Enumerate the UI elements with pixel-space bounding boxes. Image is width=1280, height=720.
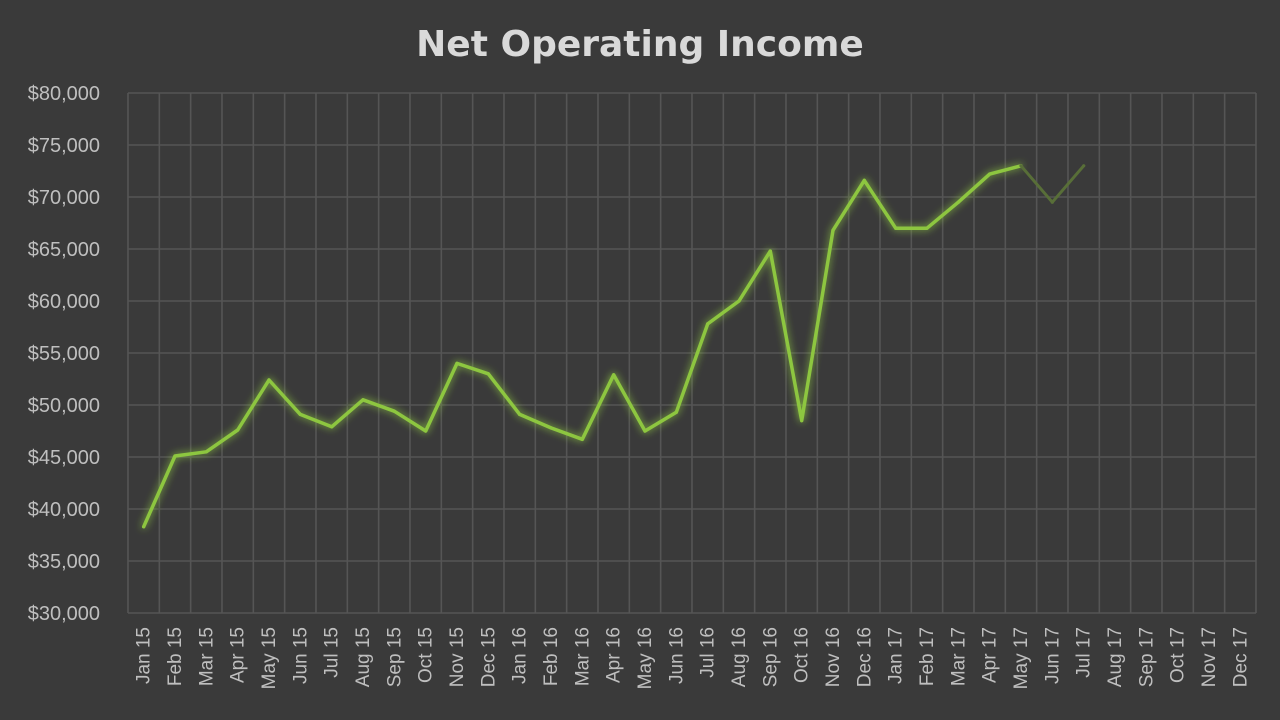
x-tick-label: Nov 16 (823, 627, 844, 687)
data-point (549, 426, 553, 430)
data-point (330, 425, 334, 429)
data-point (1082, 164, 1086, 168)
x-tick-label: Dec 16 (854, 627, 875, 687)
data-point (1019, 164, 1023, 168)
x-tick-label: Feb 16 (541, 627, 562, 686)
x-tick-label: Jun 17 (1042, 627, 1063, 684)
data-point (737, 299, 741, 303)
data-point (236, 428, 240, 432)
x-tick-label: Aug 17 (1105, 627, 1126, 687)
data-point (612, 373, 616, 377)
data-point (862, 178, 866, 182)
x-tick-label: Dec 17 (1230, 627, 1251, 687)
y-tick-label: $65,000 (28, 239, 100, 261)
data-point (424, 429, 428, 433)
data-point (361, 398, 365, 402)
x-tick-label: Aug 16 (729, 627, 750, 687)
x-tick-label: Oct 16 (792, 627, 813, 683)
x-tick-label: Nov 17 (1199, 627, 1220, 687)
x-tick-label: Apr 15 (228, 627, 249, 683)
data-point (204, 450, 208, 454)
x-tick-label: Feb 17 (917, 627, 938, 686)
y-tick-label: $35,000 (28, 551, 100, 573)
x-tick-label: Nov 15 (447, 627, 468, 687)
data-point (455, 361, 459, 365)
data-point (267, 378, 271, 382)
y-tick-label: $30,000 (28, 603, 100, 625)
data-point (831, 228, 835, 232)
x-tick-label: Apr 17 (980, 627, 1001, 683)
x-tick-label: May 17 (1011, 627, 1032, 689)
data-point (580, 437, 584, 441)
x-tick-label: Sep 16 (760, 627, 781, 687)
data-point (706, 322, 710, 326)
y-tick-label: $80,000 (28, 83, 100, 105)
x-tick-label: Jul 15 (322, 627, 343, 678)
x-tick-label: Apr 16 (604, 627, 625, 683)
y-tick-label: $45,000 (28, 447, 100, 469)
data-point (142, 525, 146, 529)
series-line-path (141, 164, 1023, 529)
y-tick-label: $60,000 (28, 291, 100, 313)
x-tick-label: Mar 17 (948, 627, 969, 686)
series-line (141, 164, 1086, 529)
x-tick-label: Jun 15 (290, 627, 311, 684)
data-point (894, 226, 898, 230)
x-tick-label: Jan 17 (886, 627, 907, 684)
y-tick-label: $50,000 (28, 395, 100, 417)
data-point (956, 200, 960, 204)
x-tick-label: Jun 16 (666, 627, 687, 684)
x-tick-label: Oct 17 (1168, 627, 1189, 683)
chart-title: Net Operating Income (416, 24, 864, 65)
data-point (800, 419, 804, 423)
x-axis-ticks: Jan 15 Feb 15 Mar 15 Apr 15 May 15 Jun 15 Jul … (134, 627, 1252, 689)
data-point (486, 372, 490, 376)
data-point (925, 226, 929, 230)
data-point (518, 412, 522, 416)
data-point (1050, 200, 1054, 204)
data-point (988, 172, 992, 176)
y-tick-label: $75,000 (28, 135, 100, 157)
y-tick-label: $40,000 (28, 499, 100, 521)
data-point (768, 249, 772, 253)
x-tick-label: Jul 17 (1074, 627, 1095, 678)
x-tick-label: Jul 16 (698, 627, 719, 678)
data-point (298, 412, 302, 416)
x-tick-label: Oct 15 (416, 627, 437, 683)
x-tick-label: May 16 (635, 627, 656, 689)
x-tick-label: Mar 16 (572, 627, 593, 686)
x-tick-label: Sep 17 (1136, 627, 1157, 687)
x-tick-label: Aug 15 (353, 627, 374, 687)
y-tick-label: $55,000 (28, 343, 100, 365)
y-axis-ticks: $30,000 $35,000 $40,000 $45,000 $50,000 $55,0… (28, 83, 100, 625)
data-point (674, 410, 678, 414)
x-tick-label: Feb 15 (165, 627, 186, 686)
x-tick-label: Dec 15 (478, 627, 499, 687)
data-point (643, 429, 647, 433)
gridlines (127, 92, 1257, 614)
x-tick-label: Sep 15 (384, 627, 405, 687)
y-tick-label: $70,000 (28, 187, 100, 209)
data-point (173, 454, 177, 458)
x-tick-label: May 15 (259, 627, 280, 689)
x-tick-label: Mar 15 (196, 627, 217, 686)
data-point (392, 409, 396, 413)
x-tick-label: Jan 15 (134, 627, 155, 684)
x-tick-label: Jan 16 (510, 627, 531, 684)
